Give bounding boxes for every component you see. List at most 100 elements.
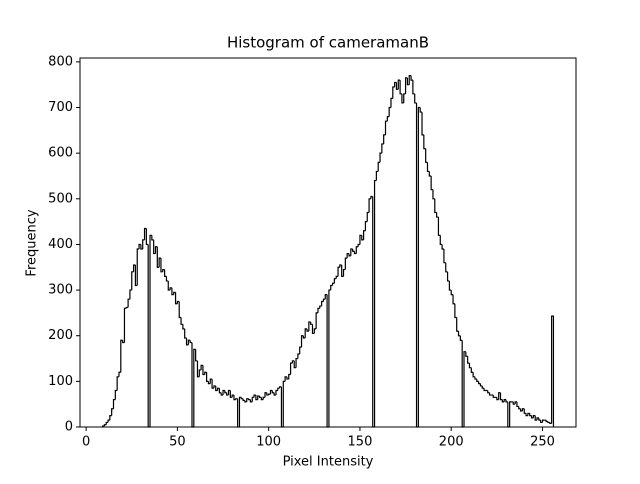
histogram-bin	[162, 268, 165, 272]
histogram-bin	[154, 246, 158, 254]
histogram-bin	[408, 74, 412, 85]
histogram-bin	[472, 372, 475, 378]
histogram-bin	[277, 387, 280, 391]
histogram-bin	[295, 357, 298, 368]
y-tick-label: 200	[48, 328, 73, 343]
histogram-bin	[333, 278, 337, 284]
histogram-bin	[337, 266, 340, 277]
histogram-bin	[120, 339, 123, 373]
histogram-bin	[467, 356, 470, 364]
histogram-bin	[246, 398, 249, 402]
histogram-bin	[366, 211, 370, 222]
histogram-bin	[164, 269, 167, 277]
histogram-bin	[375, 170, 379, 181]
histogram-bin	[167, 280, 171, 291]
histogram-bin	[432, 189, 435, 200]
histogram-bin	[545, 420, 548, 423]
histogram-bin	[297, 353, 300, 359]
histogram-bin	[174, 292, 178, 305]
chart-title: Histogram of cameramanB	[227, 34, 429, 52]
histogram-bin	[496, 397, 499, 401]
histogram-bin	[184, 328, 187, 339]
histogram-bin	[401, 93, 404, 104]
histogram-bin	[454, 303, 457, 319]
histogram-bin	[173, 291, 176, 295]
histogram-bin	[503, 399, 506, 402]
histogram-bin	[215, 385, 218, 392]
histogram-bin	[282, 380, 286, 427]
histogram-bin	[260, 397, 264, 401]
histogram-bin	[428, 171, 432, 177]
histogram-bin	[182, 324, 185, 330]
histogram-bin	[404, 77, 408, 94]
histogram-bin	[200, 364, 203, 370]
histogram-bin	[279, 386, 282, 389]
histogram-bin	[448, 280, 452, 291]
histogram-bin	[346, 252, 349, 259]
histogram-bin	[286, 376, 289, 380]
histogram-bin	[222, 389, 225, 396]
histogram-bin	[136, 248, 140, 286]
histogram-bin	[142, 239, 145, 250]
histogram-bin	[478, 381, 481, 385]
histogram-bin	[153, 239, 156, 255]
histogram-bin	[125, 306, 129, 309]
histogram-bin	[525, 413, 528, 417]
histogram-bin	[474, 376, 477, 380]
histogram-bin	[423, 134, 426, 150]
histogram-bin	[368, 198, 371, 213]
histogram-bin	[196, 360, 200, 378]
histogram-bin	[122, 340, 125, 344]
histogram-bin	[457, 331, 461, 337]
histogram-bin	[176, 300, 180, 304]
histogram-bin	[505, 399, 508, 403]
histogram-bin	[456, 317, 459, 332]
histogram-bin	[156, 246, 160, 268]
histogram-bin	[302, 335, 306, 339]
histogram-bin	[463, 351, 466, 427]
histogram-bin	[509, 401, 512, 427]
histogram-bin	[538, 417, 541, 421]
histogram-bin	[530, 415, 534, 419]
histogram-bin	[470, 367, 474, 373]
histogram-bin	[319, 305, 322, 309]
histogram-bin	[103, 424, 107, 427]
histogram-bin	[386, 116, 390, 122]
histogram-bin	[112, 399, 116, 409]
histogram-bin	[551, 315, 555, 427]
histogram-bin	[414, 93, 417, 104]
histogram-bin	[116, 376, 119, 391]
histogram-bin	[249, 399, 253, 403]
histogram-bin	[443, 249, 446, 264]
plot-frame	[79, 57, 577, 428]
histogram-bin	[487, 390, 490, 394]
histogram-bin	[523, 408, 527, 414]
histogram-bin	[132, 264, 136, 272]
histogram-bin	[399, 80, 402, 95]
histogram-bin	[479, 383, 483, 387]
histogram-bin	[359, 234, 362, 245]
histogram-bin	[211, 379, 214, 389]
histogram-bin	[118, 371, 121, 377]
histogram-bin	[140, 244, 143, 250]
histogram-bin	[419, 107, 423, 113]
x-tick-label: 0	[82, 435, 90, 450]
histogram-bin	[514, 401, 517, 405]
histogram-bin	[437, 217, 441, 236]
histogram-bin	[311, 324, 315, 335]
histogram-bin	[306, 328, 309, 332]
histogram-bin	[322, 298, 326, 302]
histogram-bin	[293, 360, 297, 369]
histogram-bin	[189, 340, 192, 344]
histogram-bin	[193, 348, 196, 427]
histogram-bin	[244, 400, 247, 403]
histogram-bin	[403, 93, 406, 103]
x-tick-label: 250	[530, 435, 555, 450]
histogram-bin	[109, 414, 112, 421]
histogram-bin	[271, 390, 275, 394]
histogram-bin	[516, 401, 519, 408]
histogram-bin	[344, 257, 348, 270]
histogram-bin	[410, 75, 413, 81]
histogram-bin	[291, 360, 295, 364]
